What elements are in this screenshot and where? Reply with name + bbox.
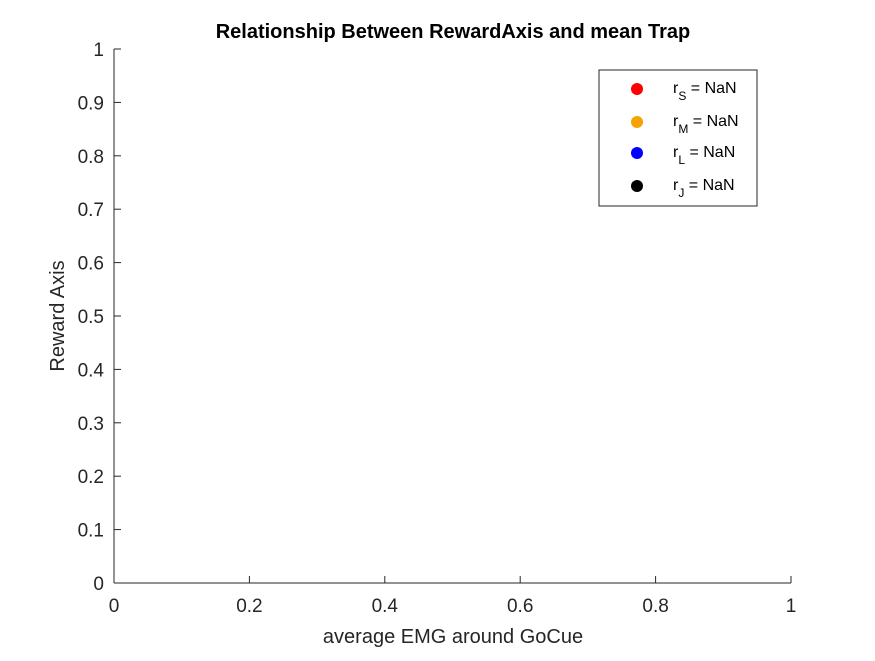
y-tick-label: 0 bbox=[93, 574, 104, 595]
y-tick-label: 0.1 bbox=[78, 521, 104, 542]
y-tick-label: 0.5 bbox=[78, 307, 104, 328]
legend-label: rM = NaN bbox=[673, 113, 739, 136]
legend-box bbox=[598, 69, 758, 207]
y-axis-title: Reward Axis bbox=[47, 260, 69, 371]
legend-value: = NaN bbox=[686, 80, 736, 97]
y-tick-label: 0.9 bbox=[78, 93, 104, 114]
legend-value: = NaN bbox=[685, 144, 735, 161]
y-tick-label: 0.4 bbox=[78, 360, 105, 381]
x-tick-label: 0 bbox=[109, 596, 120, 617]
x-ticks: 0 0.2 0.4 0.6 0.8 1 bbox=[109, 576, 797, 617]
legend-label: rJ = NaN bbox=[673, 177, 735, 200]
y-tick-label: 0.6 bbox=[78, 254, 104, 275]
legend-subscript: J bbox=[678, 186, 684, 200]
legend-symbol: r bbox=[673, 113, 679, 130]
legend-symbol: r bbox=[673, 80, 679, 97]
x-tick-label: 1 bbox=[786, 596, 797, 617]
legend-label: rL = NaN bbox=[673, 144, 735, 167]
y-tick-label: 0.8 bbox=[78, 147, 104, 168]
legend-value: = NaN bbox=[688, 113, 738, 130]
legend-subscript: S bbox=[678, 89, 686, 103]
legend-marker bbox=[631, 180, 643, 192]
legend-subscript: L bbox=[678, 153, 685, 167]
legend-label: rS = NaN bbox=[673, 80, 737, 103]
y-tick-label: 0.3 bbox=[78, 414, 104, 435]
x-tick-label: 0.4 bbox=[372, 596, 399, 617]
x-axis-title: average EMG around GoCue bbox=[323, 626, 583, 648]
legend-symbol: r bbox=[673, 144, 679, 161]
y-ticks: 0 0.1 0.2 0.3 0.4 0.5 0.6 0.7 0.8 0.9 1 bbox=[78, 40, 121, 595]
x-tick-label: 0.8 bbox=[642, 596, 668, 617]
legend-marker bbox=[631, 147, 643, 159]
legend-value: = NaN bbox=[684, 177, 734, 194]
x-tick-label: 0.6 bbox=[507, 596, 533, 617]
legend-symbol: r bbox=[673, 177, 679, 194]
legend-marker bbox=[631, 116, 643, 128]
x-tick-label: 0.2 bbox=[236, 596, 262, 617]
chart-title: Relationship Between RewardAxis and mean… bbox=[216, 21, 691, 43]
y-tick-label: 0.2 bbox=[78, 467, 104, 488]
y-tick-label: 0.7 bbox=[78, 200, 104, 221]
y-tick-label: 1 bbox=[93, 40, 104, 61]
legend-subscript: M bbox=[678, 122, 688, 136]
legend-marker bbox=[631, 83, 643, 95]
